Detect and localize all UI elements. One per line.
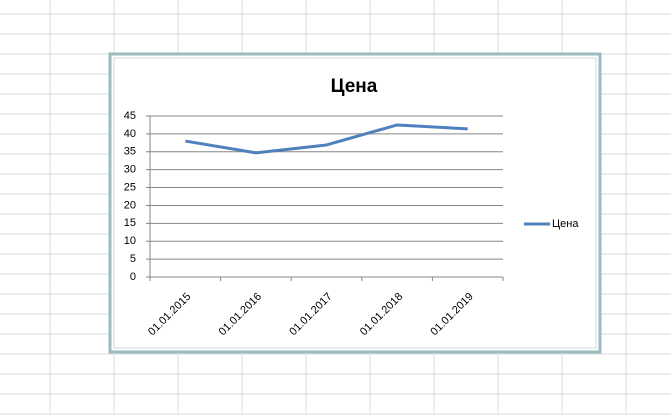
y-tick-label: 20 — [124, 199, 136, 211]
y-tick-label: 25 — [124, 181, 136, 193]
legend-label: Цена — [552, 218, 579, 230]
chart-area — [113, 57, 597, 349]
chart-title: Цена — [331, 76, 378, 97]
y-tick-label: 45 — [124, 110, 136, 122]
y-tick-label: 15 — [124, 217, 136, 229]
y-tick-label: 30 — [124, 164, 136, 176]
y-tick-label: 0 — [130, 271, 136, 283]
y-tick-label: 5 — [130, 253, 136, 265]
y-tick-label: 35 — [124, 146, 136, 158]
data-line — [185, 123, 468, 155]
y-tick-label: 40 — [124, 128, 136, 140]
y-tick-label: 10 — [124, 235, 136, 247]
